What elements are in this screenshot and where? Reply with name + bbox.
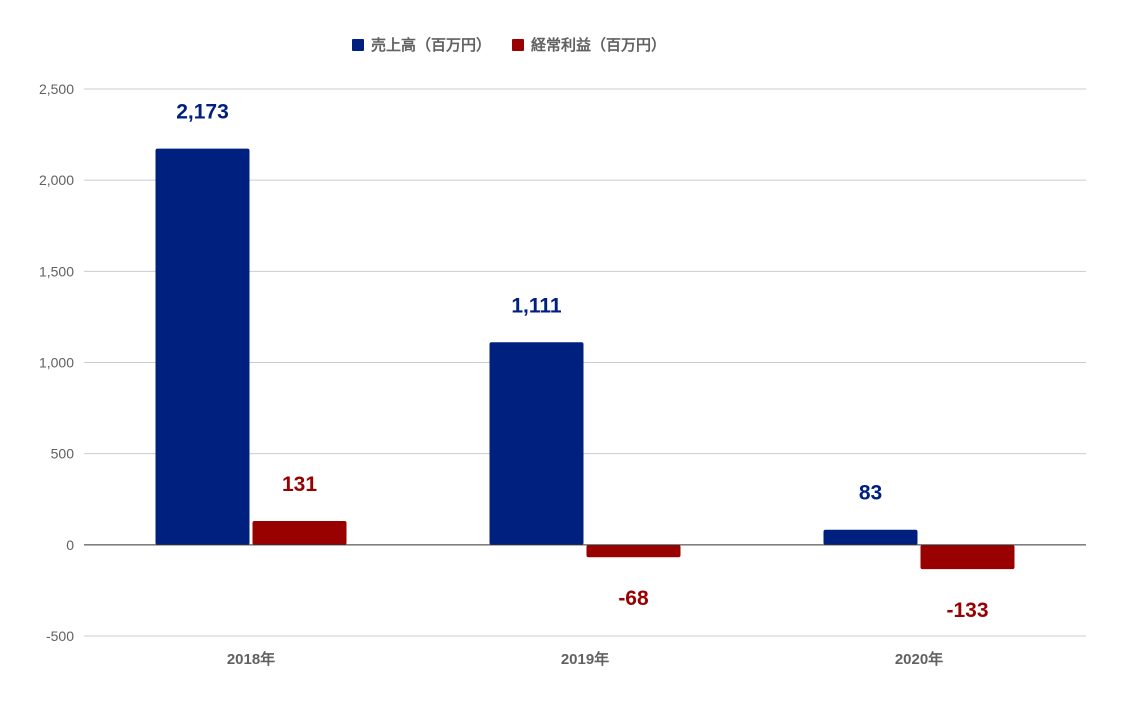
data-label: -68 xyxy=(618,587,649,610)
y-tick-label: 1,500 xyxy=(39,263,74,279)
legend-item: 経常利益（百万円） xyxy=(512,36,666,54)
y-tick-label: 2,000 xyxy=(39,172,74,188)
bar-sales xyxy=(489,342,584,545)
gridlines xyxy=(84,88,1086,637)
legend-item: 売上高（百万円） xyxy=(352,36,491,54)
bar-ordinary-profit xyxy=(586,544,681,558)
y-tick-label: 1,000 xyxy=(39,355,74,371)
y-tick-label: 2,500 xyxy=(39,81,74,97)
data-label: 131 xyxy=(282,473,317,496)
bars xyxy=(155,148,1015,570)
data-labels: 2,173 131 1,111 -68 83 -133 xyxy=(176,101,988,622)
data-label: 1,111 xyxy=(511,294,562,317)
bar-ordinary-profit xyxy=(252,520,347,545)
legend-label: 売上高（百万円） xyxy=(371,36,491,54)
bar-sales xyxy=(823,529,918,545)
bar-ordinary-profit xyxy=(920,544,1015,570)
legend-swatch xyxy=(352,39,364,51)
y-tick-label: 0 xyxy=(66,537,74,553)
data-label: -133 xyxy=(946,599,988,622)
data-label: 83 xyxy=(859,482,882,505)
y-tick-label: 500 xyxy=(51,446,75,462)
axes: -500 0 500 1,000 1,500 2,000 2,500 2018年 2019年 20… xyxy=(39,81,1086,668)
legend-label: 経常利益（百万円） xyxy=(531,36,666,54)
x-category-label: 2020年 xyxy=(895,650,943,668)
y-tick-label: -500 xyxy=(46,628,74,644)
bar-sales xyxy=(155,148,250,545)
x-category-label: 2018年 xyxy=(227,650,275,668)
legend-swatch xyxy=(512,39,524,51)
x-category-label: 2019年 xyxy=(561,650,609,668)
legend: 売上高（百万円） 経常利益（百万円） xyxy=(352,36,666,54)
data-label: 2,173 xyxy=(176,101,229,124)
